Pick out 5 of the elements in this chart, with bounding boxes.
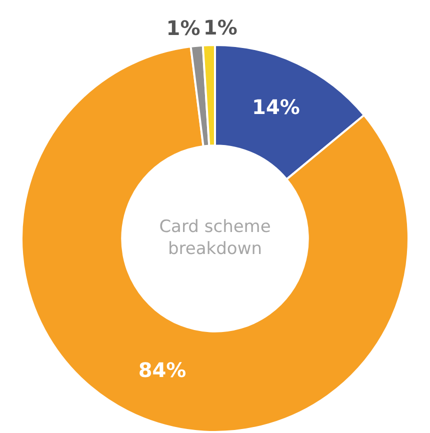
data-label: 84% (138, 358, 186, 382)
data-label: 1% (203, 15, 238, 40)
data-label: 1% (166, 16, 200, 40)
data-label: 14% (252, 95, 300, 120)
text: Card scheme breakdown (159, 216, 271, 259)
